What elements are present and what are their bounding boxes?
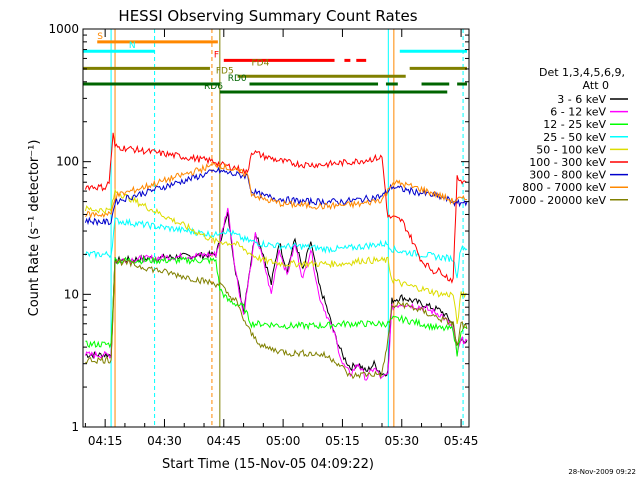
legend-entry-label: 7000 - 20000 keV <box>508 194 606 207</box>
axes: 04:15 04:30 04:45 05:00 05:15 05:30 05:45 1 10 10… <box>48 22 478 448</box>
legend-entry-label: 25 - 50 keV <box>543 131 606 144</box>
series-line-5 <box>84 132 468 284</box>
flag-label-fd5: FD5 <box>216 66 234 76</box>
x-axis-label: Start Time (15-Nov-05 04:09:22) <box>162 457 374 472</box>
legend-entry-label: 300 - 800 keV <box>529 169 606 182</box>
flag-label-rd0: RD0 <box>228 74 247 84</box>
series-line-8 <box>85 258 468 380</box>
vertical-marker-lines <box>110 29 464 427</box>
y-axis-label: Count Rate (s⁻¹ detector⁻¹) <box>27 140 42 317</box>
legend-entry-label: 12 - 25 keV <box>543 118 606 131</box>
y-tick-label: 10 <box>64 287 79 301</box>
x-tick-label: 05:30 <box>384 434 419 448</box>
legend-entry-label: 50 - 100 keV <box>536 143 606 156</box>
series-line-6 <box>84 166 468 227</box>
series-line-2 <box>85 255 468 357</box>
legend-entry-label: 6 - 12 keV <box>550 106 606 119</box>
legend-title-line1: Det 1,3,4,5,6,9, <box>539 66 625 79</box>
x-tick-label: 05:15 <box>325 434 360 448</box>
flag-label-n: N <box>129 41 136 51</box>
y-tick-label: 100 <box>56 155 79 169</box>
series-line-1 <box>84 207 468 381</box>
flag-label-rd6: RD6 <box>204 82 223 92</box>
series-line-4 <box>84 188 468 324</box>
series-lines <box>84 132 468 381</box>
flag-label-s: S <box>97 32 103 42</box>
x-tick-label: 05:00 <box>266 434 301 448</box>
x-tick-label: 04:15 <box>88 434 123 448</box>
flag-label-f: F <box>214 50 219 60</box>
legend-entry-label: 800 - 7000 keV <box>522 181 606 194</box>
series-line-7 <box>85 162 468 219</box>
y-tick-label: 1000 <box>48 22 79 36</box>
footer-timestamp: 28-Nov-2009 09:22 <box>568 468 636 476</box>
legend-title-line2: Att 0 <box>583 79 609 92</box>
flag-label-fd4: FD4 <box>251 58 269 68</box>
plot-frame <box>82 28 470 428</box>
x-tick-label: 04:30 <box>147 434 182 448</box>
legend-entry-label: 100 - 300 keV <box>529 156 606 169</box>
series-line-3 <box>84 217 468 279</box>
chart-title: HESSI Observing Summary Count Rates <box>118 7 417 25</box>
x-tick-label: 04:45 <box>206 434 241 448</box>
y-tick-label: 1 <box>71 420 79 434</box>
legend-entry-label: 3 - 6 keV <box>557 93 606 106</box>
x-tick-label: 05:45 <box>444 434 479 448</box>
